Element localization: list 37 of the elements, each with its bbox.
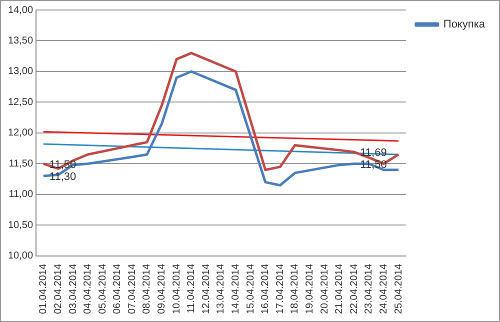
x-tick-label: 07.04.2014: [126, 264, 138, 314]
x-tick-label: 21.04.2014: [334, 264, 346, 314]
y-tick-label: 12,00: [8, 128, 34, 139]
y-tick-label: 11,00: [8, 189, 34, 200]
data-label: 11,50: [49, 158, 76, 171]
y-tick-label: 12,50: [8, 96, 34, 108]
y-tick-label: 10,00: [8, 250, 34, 262]
x-tick-label: 02.04.2014: [52, 264, 64, 314]
x-tick-label: 19.04.2014: [304, 264, 316, 314]
x-tick-label: 05.04.2014: [97, 264, 108, 314]
x-tick-label: 03.04.2014: [68, 264, 79, 314]
x-tick-label: 14.04.2014: [230, 264, 242, 314]
x-tick-label: 11.04.2014: [186, 264, 198, 314]
x-tick-label: 20.04.2014: [319, 264, 330, 314]
x-tick-label: 04.04.2014: [82, 264, 94, 314]
x-tick-label: 01.04.2014: [38, 264, 50, 314]
legend-label: Покупка: [443, 18, 486, 31]
x-tick-label: 09.04.2014: [156, 264, 168, 314]
x-tick-label: 24.04.2014: [378, 264, 390, 314]
x-tick-label: 18.04.2014: [290, 264, 301, 314]
data-label: 11,30: [49, 171, 76, 184]
y-tick-label: 14,00: [8, 4, 34, 16]
x-tick-label: 16.04.2014: [260, 264, 272, 314]
x-tick-label: 22.04.2014: [348, 264, 360, 314]
x-tick-label: 15.04.2014: [245, 264, 256, 314]
x-tick-label: 12.04.2014: [200, 264, 212, 314]
x-tick-label: 10.04.2014: [171, 264, 182, 314]
x-tick-label: 23.04.2014: [364, 264, 375, 314]
x-tick-label: 06.04.2014: [112, 264, 124, 314]
x-tick-label: 25.04.2014: [393, 264, 404, 314]
y-tick-label: 13,00: [8, 66, 34, 78]
x-tick-label: 13.04.2014: [216, 264, 227, 314]
x-tick-label: 08.04.2014: [142, 264, 153, 314]
y-tick-label: 10,50: [8, 220, 34, 231]
y-tick-label: 11,50: [8, 158, 34, 170]
y-tick-label: 13,50: [8, 35, 34, 46]
x-tick-label: 17.04.2014: [274, 264, 286, 314]
